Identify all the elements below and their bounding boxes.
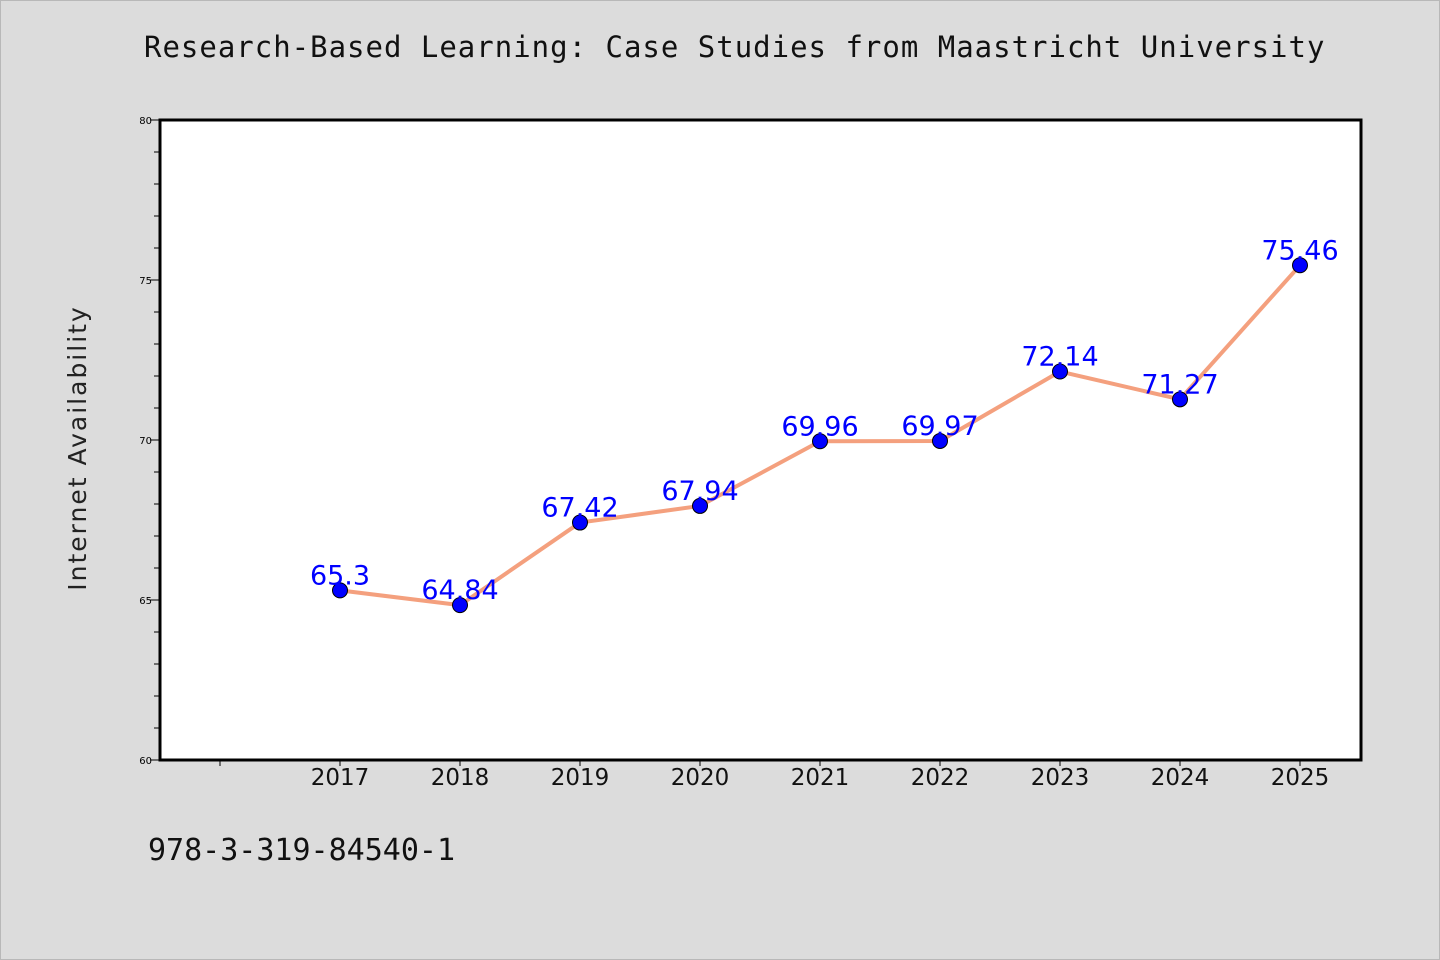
data-label: 65.3: [310, 560, 370, 591]
data-label: 67.94: [661, 476, 738, 507]
x-tick-label: 2020: [671, 765, 730, 791]
data-label: 72.14: [1021, 342, 1098, 373]
data-label: 69.97: [901, 411, 978, 442]
data-label: 64.84: [421, 575, 498, 606]
chart-title: Research-Based Learning: Case Studies fr…: [144, 30, 1326, 64]
y-axis-ticks: 60 65 70 75 80: [139, 116, 160, 767]
data-point: [1172, 391, 1188, 408]
data-point: [1052, 363, 1068, 380]
y-axis-label: Internet Availability: [63, 305, 92, 590]
x-tick-label: 2024: [1151, 765, 1210, 791]
x-axis-ticks: 2017 2018 2019 2020 2021 2022 2023 2024 2025: [219, 760, 1330, 791]
plot-area: [158, 118, 1363, 762]
y-tick-label: 65: [139, 596, 152, 607]
data-point: [332, 582, 348, 599]
data-label: 71.27: [1141, 369, 1218, 400]
isbn-code: 978-3-319-84540-1: [148, 833, 456, 868]
y-axis-label-group: Internet Availability: [63, 305, 92, 590]
x-tick-label: 2025: [1271, 765, 1330, 791]
x-tick-label: 2021: [791, 765, 850, 791]
y-tick-label: 70: [139, 436, 152, 447]
data-point: [452, 597, 468, 614]
x-tick-label: 2022: [911, 765, 970, 791]
data-point: [932, 432, 948, 449]
data-point: [812, 433, 828, 450]
data-point: [1292, 257, 1308, 274]
data-label: 67.42: [541, 493, 618, 524]
y-tick-label: 60: [139, 756, 152, 767]
x-tick-label: 2023: [1031, 765, 1090, 791]
data-label: 75.46: [1261, 235, 1338, 266]
series-group: 65.3 64.84 67.42 67.94 69.96 69.97 72.14 71.27 7…: [310, 235, 1339, 614]
x-tick-label: 2017: [311, 765, 370, 791]
y-tick-label: 75: [139, 276, 152, 287]
y-tick-label: 80: [139, 116, 152, 127]
data-point: [572, 514, 588, 531]
x-tick-label: 2019: [551, 765, 610, 791]
data-point: [692, 497, 708, 514]
x-tick-label: 2018: [431, 765, 490, 791]
data-label: 69.96: [781, 411, 858, 442]
